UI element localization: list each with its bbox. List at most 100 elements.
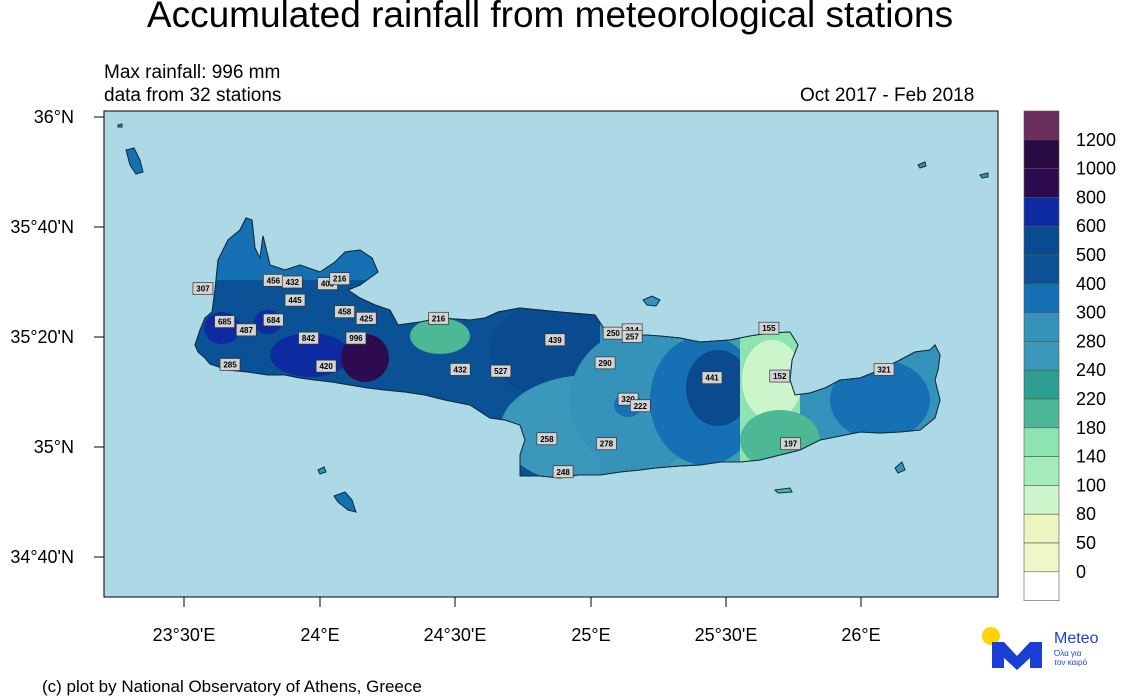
colorbar-label: 500 <box>1076 245 1106 265</box>
station-label: 257 <box>621 330 643 343</box>
logo-tagline: Όλα για τον καιρό <box>1054 649 1088 667</box>
station-label: 685 <box>214 315 235 328</box>
station-value: 307 <box>196 285 210 294</box>
colorbar-swatch <box>1023 254 1060 285</box>
lon-tick-label: 23°30'E <box>153 625 216 645</box>
station-label: 197 <box>780 437 801 451</box>
period-text: Oct 2017 - Feb 2018 <box>800 85 975 106</box>
station-value: 432 <box>454 365 468 374</box>
colorbar-label: 220 <box>1076 389 1106 409</box>
station-label: 425 <box>355 311 377 325</box>
station-label: 445 <box>284 293 306 307</box>
station-value: 285 <box>223 361 237 370</box>
colorbar-label: 1000 <box>1076 159 1116 179</box>
station-value: 403 <box>321 280 335 289</box>
colorbar-swatch <box>1023 341 1060 371</box>
colorbar-swatch <box>1023 485 1060 515</box>
colorbar-swatch <box>1023 197 1060 227</box>
lat-tick-label: 35°40'N <box>10 217 74 237</box>
islet-small-3 <box>979 172 989 179</box>
station-value: 258 <box>540 435 554 444</box>
station-label: 290 <box>594 356 616 370</box>
islet-gavdos <box>333 491 357 513</box>
meteo-logo-icon <box>982 627 1042 670</box>
station-value: 445 <box>288 296 302 305</box>
station-label: 258 <box>536 432 558 446</box>
station-value: 216 <box>333 275 347 284</box>
islet-small-2 <box>917 161 927 169</box>
colorbar-label: 140 <box>1076 447 1106 467</box>
lon-tick-label: 26°E <box>841 625 880 645</box>
colorbar-swatch <box>1023 456 1060 486</box>
station-label: 216 <box>329 272 351 286</box>
lat-tick-label: 35°N <box>34 437 74 457</box>
station-value: 278 <box>600 440 614 449</box>
station-label: 307 <box>192 282 214 295</box>
max-rainfall-text: Max rainfall: 996 mm <box>104 62 281 83</box>
colorbar-swatch <box>1023 283 1060 313</box>
islet-gramvousa <box>125 147 144 175</box>
colorbar-label: 80 <box>1076 504 1096 524</box>
islet-koufonisi <box>894 461 906 474</box>
colorbar-swatch <box>1023 139 1060 169</box>
lat-tick-label: 35°20'N <box>10 327 74 347</box>
station-label: 278 <box>596 437 617 451</box>
station-label: 152 <box>769 369 791 383</box>
colorbar-swatch <box>1023 110 1060 141</box>
latitude-axis: 36°N 35°40'N 35°20'N 35°N 34°40'N <box>10 107 104 567</box>
colorbar-label: 300 <box>1076 303 1106 323</box>
colorbar-swatch <box>1023 513 1060 544</box>
colorbar-label: 240 <box>1076 360 1106 380</box>
islet-chrysi <box>773 487 793 494</box>
station-label: 458 <box>334 305 355 319</box>
islet-dia <box>642 295 661 307</box>
lon-tick-label: 24°E <box>300 625 339 645</box>
lon-tick-label: 25°30'E <box>695 625 758 645</box>
map-title: Accumulated rainfall from meteorological… <box>146 0 954 35</box>
station-value: 420 <box>319 362 333 371</box>
colorbar-label: 800 <box>1076 187 1106 207</box>
station-label: 420 <box>315 359 337 373</box>
lat-tick-label: 34°40'N <box>10 547 74 567</box>
colorbar-swatch <box>1023 225 1060 256</box>
lon-tick-label: 25°E <box>571 625 610 645</box>
station-value: 290 <box>598 359 612 368</box>
station-value: 842 <box>302 334 316 343</box>
colorbar-label: 400 <box>1076 274 1106 294</box>
copyright-footer: (c) plot by National Observatory of Athe… <box>42 677 422 696</box>
station-value: 684 <box>267 316 281 325</box>
colorbar: 1200100080060050040030028024022018014010… <box>1023 110 1116 601</box>
lon-tick-label: 24°30'E <box>424 625 487 645</box>
station-value: 996 <box>349 334 363 343</box>
station-label: 432 <box>281 275 303 289</box>
station-value: 155 <box>762 324 776 333</box>
longitude-axis: 23°30'E 24°E 24°30'E 25°E 25°30'E 26°E <box>153 597 881 645</box>
station-label: 250 <box>602 326 624 340</box>
station-label: 527 <box>490 364 512 378</box>
station-value: 321 <box>877 365 891 374</box>
station-label: 456 <box>263 274 284 287</box>
station-value: 248 <box>556 468 570 477</box>
station-label: 439 <box>544 333 566 347</box>
islet-small-1 <box>317 466 327 475</box>
colorbar-label: 0 <box>1076 562 1086 582</box>
station-value: 527 <box>494 367 508 376</box>
station-value: 152 <box>773 372 787 381</box>
station-count-text: data from 32 stations <box>104 85 282 106</box>
lat-tick-label: 36°N <box>34 107 74 127</box>
station-label: 285 <box>219 358 241 371</box>
map-frame <box>103 110 999 598</box>
station-value: 439 <box>548 336 562 345</box>
station-value: 250 <box>607 329 621 338</box>
station-label: 216 <box>428 311 449 325</box>
station-value: 441 <box>705 374 719 383</box>
islet-small-4 <box>117 123 123 128</box>
colorbar-swatch <box>1023 427 1060 457</box>
colorbar-swatch <box>1023 571 1060 601</box>
station-label: 321 <box>873 363 895 376</box>
colorbar-label: 600 <box>1076 216 1106 236</box>
colorbar-label: 280 <box>1076 331 1106 351</box>
station-label: 248 <box>552 465 574 479</box>
